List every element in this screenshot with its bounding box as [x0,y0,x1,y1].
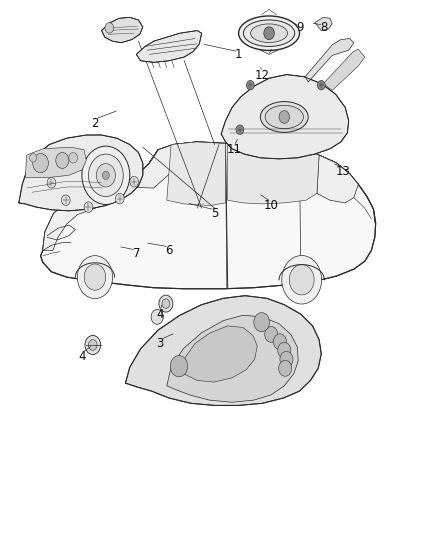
Circle shape [84,202,93,213]
Circle shape [170,356,187,377]
Polygon shape [315,17,332,30]
Polygon shape [43,188,113,251]
Polygon shape [228,143,319,204]
Circle shape [88,340,97,350]
Circle shape [82,146,130,205]
Circle shape [56,152,69,168]
Text: 5: 5 [211,207,218,220]
Circle shape [247,80,254,90]
Circle shape [264,27,274,39]
Text: 13: 13 [336,165,350,177]
Polygon shape [305,38,354,82]
Circle shape [289,264,314,295]
Circle shape [318,80,325,90]
Circle shape [162,299,170,309]
Circle shape [278,342,291,358]
Polygon shape [102,17,143,43]
Ellipse shape [239,16,300,51]
Circle shape [273,334,286,350]
Text: 1: 1 [235,48,242,61]
Polygon shape [323,49,365,91]
Text: 9: 9 [296,21,303,35]
Polygon shape [123,142,197,188]
Polygon shape [19,135,143,211]
Circle shape [279,360,292,376]
Ellipse shape [251,24,288,43]
Polygon shape [317,155,358,203]
Text: 7: 7 [133,247,140,260]
Circle shape [265,326,278,342]
Polygon shape [221,75,349,159]
Ellipse shape [260,102,308,132]
Ellipse shape [265,106,304,128]
Circle shape [159,295,173,312]
Circle shape [69,152,78,163]
Circle shape [88,154,123,197]
Text: 2: 2 [91,117,99,130]
Circle shape [282,255,321,304]
Text: 4: 4 [156,308,164,321]
Circle shape [105,22,114,33]
Text: 11: 11 [227,143,242,156]
Text: 4: 4 [78,350,86,363]
Circle shape [102,171,110,180]
Circle shape [151,310,163,324]
Polygon shape [25,147,86,177]
Circle shape [236,125,244,134]
Circle shape [61,195,70,206]
Circle shape [96,164,116,187]
Polygon shape [167,316,298,402]
Circle shape [85,335,101,354]
Polygon shape [41,142,376,289]
Polygon shape [136,30,201,62]
Text: 6: 6 [165,244,173,257]
Polygon shape [125,296,321,406]
Ellipse shape [244,20,295,46]
Text: 10: 10 [264,199,279,212]
Circle shape [280,351,293,367]
Circle shape [84,264,106,290]
Circle shape [30,154,37,162]
Circle shape [33,154,48,173]
Circle shape [254,313,269,332]
Circle shape [279,111,290,123]
Text: 3: 3 [156,337,164,350]
Circle shape [130,176,138,187]
Text: 12: 12 [255,69,270,82]
Circle shape [47,177,56,188]
Circle shape [78,256,113,298]
Circle shape [116,193,124,204]
Text: 8: 8 [320,21,327,35]
Polygon shape [184,326,257,382]
Polygon shape [167,142,226,206]
